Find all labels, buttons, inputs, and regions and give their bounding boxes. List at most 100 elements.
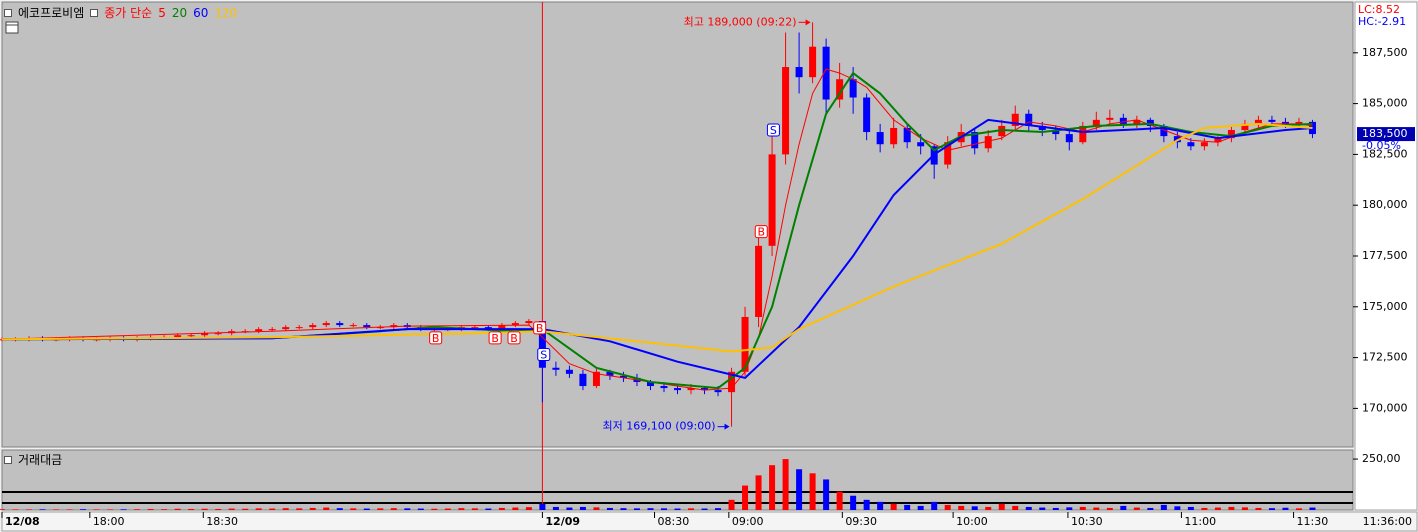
volume-bar	[782, 459, 789, 510]
signal-label: B	[432, 332, 440, 345]
signal-label: B	[536, 322, 544, 335]
volume-bar	[647, 508, 654, 510]
candle-body	[322, 323, 330, 326]
volume-bar	[444, 508, 451, 510]
lc-label: LC:8.52	[1358, 3, 1400, 16]
x-tick-label: 10:30	[1071, 515, 1103, 528]
candle-body	[714, 390, 722, 393]
signal-label: B	[491, 332, 499, 345]
volume-bar	[1282, 507, 1289, 510]
volume-bar	[309, 507, 316, 510]
volume-bar	[836, 491, 843, 510]
volume-bar	[377, 508, 384, 510]
volume-bar	[26, 509, 33, 510]
volume-bar	[606, 507, 613, 510]
candle-body	[903, 127, 911, 143]
x-tick-label: 12/09	[545, 515, 580, 528]
volume-bar	[958, 505, 965, 510]
volume-bar	[769, 465, 776, 510]
x-tick-label: 09:00	[732, 515, 764, 528]
volume-bar	[107, 509, 114, 510]
volume-bar	[755, 475, 762, 510]
candle-body	[701, 388, 709, 391]
volume-bar	[174, 508, 181, 510]
candle-body	[890, 127, 898, 145]
annotation-arrowhead	[805, 19, 811, 26]
volume-bar	[796, 469, 803, 510]
candle-body	[1268, 119, 1276, 122]
volume-bar	[1025, 506, 1032, 510]
volume-bar	[161, 509, 168, 510]
change-label: -0.05%	[1362, 139, 1401, 152]
volume-bar	[512, 507, 519, 510]
volume-bar	[1295, 508, 1302, 510]
volume-bar	[431, 508, 438, 510]
moving-average-line	[1, 118, 1313, 379]
candle-body	[768, 154, 776, 246]
x-tick-label: 09:30	[845, 515, 877, 528]
candle-body	[579, 373, 587, 387]
signal-marker	[533, 321, 547, 335]
candle-body	[822, 46, 830, 100]
x-axis-panel	[1, 511, 1418, 532]
volume-bar	[593, 507, 600, 510]
volume-bar	[931, 501, 938, 510]
candle-body	[944, 142, 952, 165]
volume-bar	[1214, 507, 1221, 510]
candle-body	[1241, 123, 1249, 131]
candle-body	[363, 325, 371, 328]
right-axis-panel	[1354, 1, 1418, 511]
volume-bar	[80, 509, 87, 510]
candle-body	[1214, 138, 1222, 143]
y-tick-label: 182,500	[1362, 147, 1408, 160]
volume-bar	[566, 507, 573, 510]
signal-marker	[754, 225, 768, 239]
candle-body	[782, 67, 790, 155]
candle-body	[1052, 130, 1060, 135]
candle-body	[295, 327, 303, 329]
x-tick-label: 12/08	[5, 515, 40, 528]
candle-body	[998, 125, 1006, 137]
candle-body	[174, 335, 182, 338]
candle-body	[1065, 134, 1073, 143]
y-tick-label: 175,000	[1362, 300, 1408, 313]
candle-body	[971, 132, 979, 149]
signal-marker	[766, 123, 780, 137]
candle-body	[863, 97, 871, 133]
volume-bar	[579, 506, 586, 510]
candle-body	[538, 321, 546, 368]
volume-bar	[917, 505, 924, 510]
volume-bar	[1255, 507, 1262, 510]
candle-body	[795, 67, 803, 78]
calendar-icon[interactable]	[5, 21, 19, 34]
volume-bar	[1039, 507, 1046, 510]
volume-bar	[93, 509, 100, 510]
moving-average-line	[1, 71, 1313, 390]
volume-bar	[1012, 505, 1019, 510]
annotation-text: 최저 169,100 (09:00)	[603, 420, 716, 433]
y-tick-label: 180,000	[1362, 198, 1408, 211]
y-tick-label: 185,000	[1362, 97, 1408, 110]
volume-bar	[1201, 507, 1208, 510]
volume-bar	[660, 508, 667, 510]
volume-bar	[188, 508, 195, 510]
volume-bar	[1160, 504, 1167, 510]
volume-bar	[39, 509, 46, 510]
candle-body	[1295, 121, 1303, 124]
volume-bar	[147, 508, 154, 510]
volume-bar	[296, 508, 303, 510]
volume-bar	[539, 503, 546, 510]
annotation-text: 최고 189,000 (09:22)	[684, 15, 797, 28]
candle-body	[849, 79, 857, 98]
time-label: 11:36:00	[1363, 515, 1412, 528]
candle-body	[336, 323, 344, 326]
candle-body	[1106, 117, 1114, 120]
annotation-arrowhead	[724, 423, 730, 430]
volume-bar	[890, 503, 897, 510]
x-tick-label: 11:30	[1297, 515, 1329, 528]
signal-label: S	[770, 124, 777, 137]
volume-title: 거래대금	[18, 453, 63, 467]
volume-bar	[134, 509, 141, 510]
volume-bar	[12, 509, 19, 510]
volume-bar	[1133, 507, 1140, 510]
